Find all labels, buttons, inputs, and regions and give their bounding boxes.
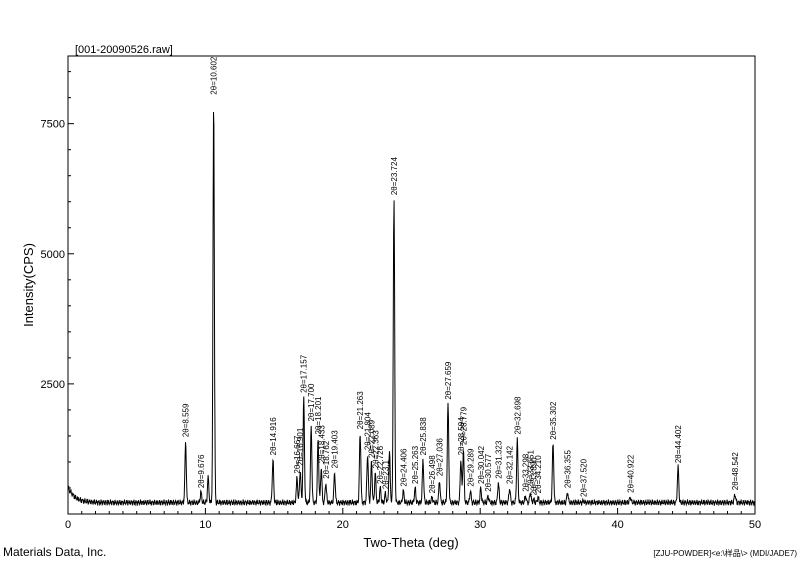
axis-layer: 0 10 20 30 40 50 2500 5000 7500 — [41, 71, 761, 531]
peak-label: 2θ=33.298 — [522, 453, 531, 492]
curve-layer — [67, 111, 756, 507]
peak-label: 2θ=16.901 — [296, 427, 305, 466]
peak-label: 2θ=44.402 — [674, 425, 683, 464]
peak-label: 2θ=33.890 — [530, 457, 539, 496]
peak-label: 2θ=35.302 — [549, 401, 558, 440]
peak-label: 2θ=14.916 — [269, 417, 278, 456]
x-tick-label: 20 — [337, 519, 349, 531]
peak-label: 2θ=19.403 — [331, 430, 340, 469]
peak-label: 2θ=30.577 — [484, 453, 493, 492]
peak-label: 2θ=40.922 — [626, 454, 635, 493]
peak-label: 2θ=34.210 — [534, 455, 543, 494]
x-tick-label: 50 — [749, 519, 761, 531]
peak-label: 2θ=31.323 — [494, 440, 503, 479]
peak-label: 2θ=48.542 — [731, 452, 740, 491]
peak-label: 2θ=18.762 — [322, 440, 331, 479]
peak-label: 2θ=8.559 — [182, 403, 191, 437]
peak-label: 2θ=16.667 — [293, 435, 302, 474]
peak-label: 2θ=32.142 — [506, 445, 515, 484]
peak-label: 2θ=17.157 — [300, 354, 309, 393]
x-tick-label: 40 — [611, 519, 623, 531]
peak-label: 2θ=9.676 — [197, 454, 206, 488]
peak-label: 2θ=33.651 — [526, 450, 535, 489]
xrd-pattern-line — [67, 111, 756, 507]
peak-label: 2θ=27.036 — [435, 438, 444, 477]
y-tick-label: 2500 — [41, 379, 65, 391]
peak-label: 2θ=24.406 — [399, 448, 408, 487]
peak-label-layer: 2θ=8.559 2θ=9.676 2θ=10.602 2θ=14.916 2θ=16.… — [182, 56, 740, 497]
plot-frame — [67, 55, 756, 515]
x-tick-label: 10 — [199, 519, 211, 531]
peak-label: 2θ=32.698 — [513, 396, 522, 435]
peak-label: 2θ=21.804 — [364, 412, 373, 451]
peak-label: 2θ=17.700 — [307, 383, 316, 422]
footer-right-text: [ZJU-POWDER]<e:\样品\> (MDI/JADE7) — [653, 549, 797, 558]
peak-label: 2θ=25.263 — [411, 445, 420, 484]
peak-label: 2θ=23.1 — [381, 459, 390, 489]
x-tick-label: 0 — [65, 519, 71, 531]
peak-label: 2θ=18.433 — [317, 425, 326, 464]
peak-label: 2θ=25.838 — [419, 417, 428, 456]
peak-label: 2θ=29.289 — [466, 448, 475, 487]
peak-label: 2θ=30.042 — [477, 445, 486, 484]
peak-label: 2θ=23.724 — [390, 157, 399, 196]
peak-label: 2θ=27.659 — [444, 361, 453, 400]
peak-label: 2θ=28.779 — [459, 406, 468, 445]
peak-label: 2θ=21.263 — [356, 391, 365, 430]
x-tick-label: 30 — [474, 519, 486, 531]
peak-label: 2θ=10.602 — [210, 56, 219, 95]
y-tick-label: 5000 — [41, 249, 65, 261]
peak-label: 2θ=36.355 — [564, 450, 573, 489]
peak-label: 2θ=22.726 — [376, 445, 385, 484]
peak-label: 2θ=37.520 — [580, 458, 589, 497]
file-title: [001-20090526.raw] — [75, 44, 173, 56]
peak-label: 2θ=28.594 — [457, 417, 466, 456]
peak-label: 2θ=18.201 — [314, 396, 323, 435]
peak-label: 2θ=22.363 — [371, 430, 380, 469]
peak-label: 2θ=26.498 — [428, 455, 437, 494]
peak-label: 2θ=22.089 — [368, 419, 377, 458]
x-axis-label: Two-Theta (deg) — [363, 535, 458, 550]
y-axis-label: Intensity(CPS) — [21, 243, 36, 327]
footer-left-text: Materials Data, Inc. — [3, 545, 107, 559]
y-tick-label: 7500 — [41, 119, 65, 131]
